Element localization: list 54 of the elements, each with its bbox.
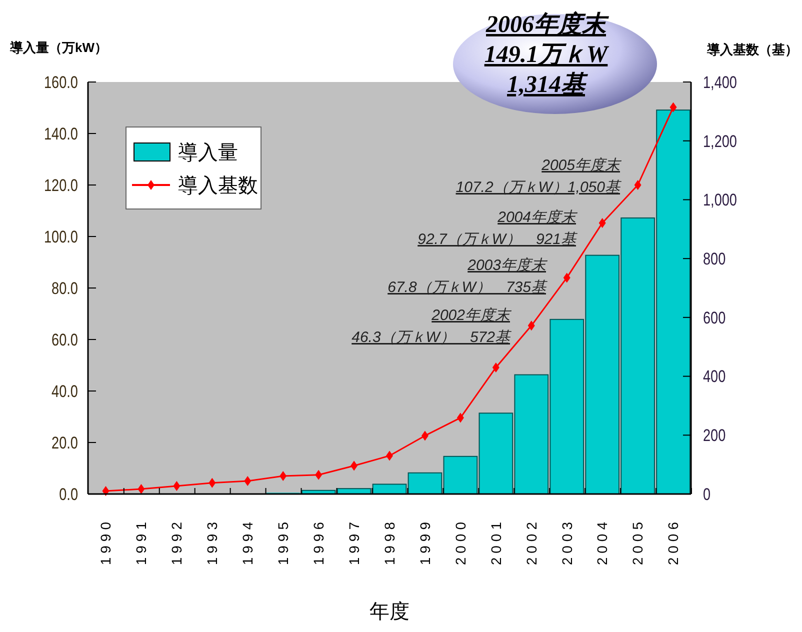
point xyxy=(598,218,606,228)
y2-tick-label: 800 xyxy=(703,250,726,269)
y-tick-label: 60.0 xyxy=(52,331,78,350)
y2-tick-label: 1,200 xyxy=(703,132,737,152)
y2-tick-label: 600 xyxy=(703,309,726,328)
y2-tick-label: 1,000 xyxy=(703,191,737,210)
x-axis-title: 年度 xyxy=(370,601,410,623)
x-tick-label: 1990 xyxy=(98,518,114,566)
y-tick-label: 40.0 xyxy=(52,382,78,402)
x-tick-label: 2000 xyxy=(452,518,468,566)
x-tick-label: 2004 xyxy=(594,518,610,566)
y2-tick-label: 400 xyxy=(703,368,726,387)
point xyxy=(173,481,180,492)
point xyxy=(421,430,428,441)
legend-label: 導入量 xyxy=(178,142,238,164)
y-tick-label: 160.0 xyxy=(44,74,78,92)
x-tick-label: 1998 xyxy=(381,518,398,566)
y-tick-label: 0.0 xyxy=(59,486,78,504)
y-axis-title: 導入量（万kW） xyxy=(9,40,108,55)
x-tick-label: 1997 xyxy=(346,518,362,566)
x-tick-label: 1996 xyxy=(310,518,326,566)
point xyxy=(208,478,216,488)
point xyxy=(315,470,322,480)
y-tick-label: 120.0 xyxy=(44,176,78,196)
y-tick-label: 140.0 xyxy=(44,125,78,144)
point xyxy=(244,476,252,486)
point xyxy=(492,362,500,372)
point xyxy=(350,460,358,471)
x-tick-label: 1999 xyxy=(416,518,433,566)
x-tick-label: 2002 xyxy=(523,518,540,566)
y-tick-label: 20.0 xyxy=(52,434,78,453)
x-tick-label: 2006 xyxy=(665,518,682,566)
y2-tick-label: 0 xyxy=(703,486,711,504)
y-tick-label: 100.0 xyxy=(44,228,78,247)
legend-label: 導入基数 xyxy=(178,175,258,197)
x-tick-label: 1991 xyxy=(133,518,150,566)
x-tick-label: 1995 xyxy=(274,518,291,566)
y-tick-label: 80.0 xyxy=(52,280,78,298)
y2-tick-label: 200 xyxy=(703,426,726,446)
point xyxy=(670,102,677,112)
point xyxy=(280,471,287,482)
point xyxy=(528,320,535,331)
point xyxy=(456,412,464,423)
x-tick-label: 1994 xyxy=(240,518,256,566)
x-tick-label: 2001 xyxy=(488,518,504,566)
point xyxy=(138,484,145,494)
x-tick-label: 1993 xyxy=(204,518,220,566)
point xyxy=(563,272,570,283)
x-tick-label: 2003 xyxy=(558,518,575,566)
y2-tick-label: 1,400 xyxy=(703,74,737,92)
y2-axis-title: 導入基数（基） xyxy=(706,42,798,57)
x-tick-label: 1992 xyxy=(168,518,185,566)
point xyxy=(634,180,642,190)
x-tick-label: 2005 xyxy=(630,518,646,566)
